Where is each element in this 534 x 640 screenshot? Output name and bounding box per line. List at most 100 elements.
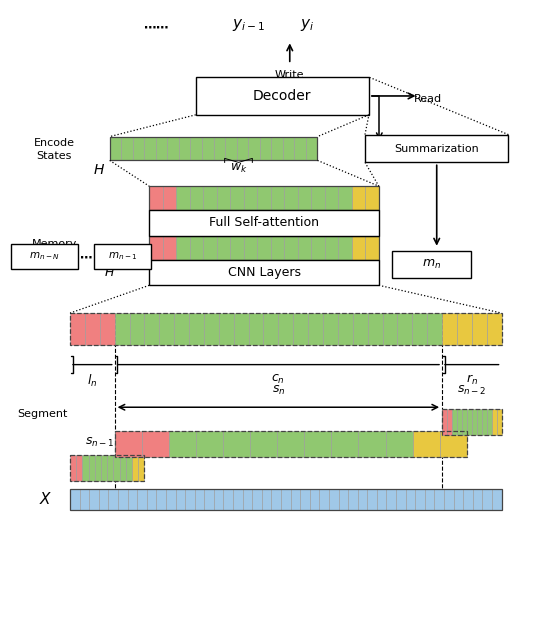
Bar bbox=[149, 210, 379, 236]
Text: $\mathbf{\cdots}$: $\mathbf{\cdots}$ bbox=[79, 250, 93, 263]
Bar bbox=[453, 488, 463, 510]
Bar bbox=[452, 409, 457, 435]
Bar bbox=[118, 488, 128, 510]
Bar bbox=[278, 313, 293, 345]
Bar bbox=[477, 409, 482, 435]
Bar bbox=[163, 186, 176, 210]
Bar bbox=[156, 136, 167, 161]
Bar bbox=[244, 186, 257, 210]
Bar bbox=[217, 236, 230, 260]
Bar bbox=[176, 488, 185, 510]
Bar bbox=[306, 136, 318, 161]
Bar bbox=[467, 409, 472, 435]
Bar bbox=[339, 488, 348, 510]
Bar bbox=[242, 488, 252, 510]
Bar bbox=[387, 488, 396, 510]
Text: $\mathit{r}_n$: $\mathit{r}_n$ bbox=[466, 372, 478, 387]
Bar bbox=[95, 455, 101, 481]
Bar bbox=[367, 488, 377, 510]
Bar bbox=[308, 313, 323, 345]
Bar bbox=[144, 136, 156, 161]
Bar bbox=[435, 488, 444, 510]
Bar bbox=[250, 431, 277, 457]
Text: Decoder: Decoder bbox=[253, 89, 311, 103]
Text: $\mathit{c}_n$: $\mathit{c}_n$ bbox=[271, 372, 285, 386]
Bar bbox=[397, 313, 412, 345]
Text: $\mathit{l}_n$: $\mathit{l}_n$ bbox=[87, 372, 98, 388]
Bar bbox=[70, 455, 144, 481]
Bar bbox=[120, 455, 126, 481]
Bar bbox=[76, 455, 82, 481]
Bar bbox=[311, 236, 325, 260]
Bar bbox=[325, 236, 339, 260]
Bar bbox=[412, 313, 427, 345]
Bar bbox=[281, 488, 290, 510]
Bar bbox=[89, 488, 99, 510]
Text: Write: Write bbox=[275, 70, 304, 80]
Text: $\mathit{y}_{i}$: $\mathit{y}_{i}$ bbox=[301, 17, 315, 33]
Bar bbox=[109, 136, 318, 161]
Bar bbox=[196, 77, 369, 115]
Text: CNN Layers: CNN Layers bbox=[227, 266, 301, 279]
Text: $\mathit{s}_{n-1}$: $\mathit{s}_{n-1}$ bbox=[85, 436, 115, 449]
Bar bbox=[338, 313, 353, 345]
Bar bbox=[257, 186, 271, 210]
Bar bbox=[284, 186, 298, 210]
Bar bbox=[365, 134, 508, 163]
Bar bbox=[323, 313, 338, 345]
Bar bbox=[137, 488, 147, 510]
Bar bbox=[358, 431, 386, 457]
Bar bbox=[304, 431, 332, 457]
Bar bbox=[367, 313, 382, 345]
Text: $\mathbf{\cdots\cdots}$: $\mathbf{\cdots\cdots}$ bbox=[143, 20, 169, 34]
Bar bbox=[348, 488, 358, 510]
Text: $\mathbf{\mathit{m}}_{n-1}$: $\mathbf{\mathit{m}}_{n-1}$ bbox=[108, 251, 137, 262]
Bar bbox=[115, 313, 130, 345]
Bar bbox=[94, 244, 151, 269]
Bar bbox=[108, 488, 118, 510]
Bar bbox=[70, 313, 85, 345]
Bar bbox=[196, 431, 223, 457]
Bar bbox=[497, 409, 501, 435]
Bar bbox=[149, 186, 163, 210]
Bar bbox=[260, 136, 271, 161]
Bar bbox=[325, 186, 339, 210]
Bar bbox=[109, 136, 121, 161]
Bar bbox=[319, 488, 329, 510]
Bar bbox=[149, 236, 163, 260]
Bar bbox=[290, 488, 300, 510]
Bar bbox=[352, 186, 365, 210]
Text: Memory
Banks: Memory Banks bbox=[32, 239, 77, 262]
Bar bbox=[249, 313, 263, 345]
Bar bbox=[358, 488, 367, 510]
Bar bbox=[121, 136, 133, 161]
Bar bbox=[377, 488, 387, 510]
Bar bbox=[392, 251, 471, 278]
Text: Segment: Segment bbox=[17, 409, 67, 419]
Bar bbox=[293, 313, 308, 345]
Bar bbox=[223, 431, 250, 457]
Bar bbox=[101, 455, 107, 481]
Bar bbox=[492, 488, 501, 510]
Bar bbox=[473, 488, 482, 510]
Bar bbox=[447, 409, 452, 435]
Bar bbox=[166, 488, 176, 510]
Bar bbox=[427, 313, 442, 345]
Bar bbox=[442, 409, 501, 435]
Bar bbox=[100, 313, 115, 345]
Bar bbox=[386, 431, 413, 457]
Bar bbox=[70, 488, 80, 510]
Bar bbox=[190, 186, 203, 210]
Bar bbox=[332, 431, 358, 457]
Text: $\mathbf{\mathit{w}}_k$: $\mathbf{\mathit{w}}_k$ bbox=[230, 162, 247, 175]
Bar bbox=[130, 313, 145, 345]
Bar bbox=[149, 186, 379, 210]
Bar bbox=[138, 455, 144, 481]
Bar bbox=[145, 313, 159, 345]
Bar bbox=[277, 431, 304, 457]
Bar bbox=[237, 136, 248, 161]
Bar bbox=[248, 136, 260, 161]
Bar bbox=[128, 488, 137, 510]
Bar bbox=[70, 313, 501, 345]
Bar bbox=[191, 136, 202, 161]
